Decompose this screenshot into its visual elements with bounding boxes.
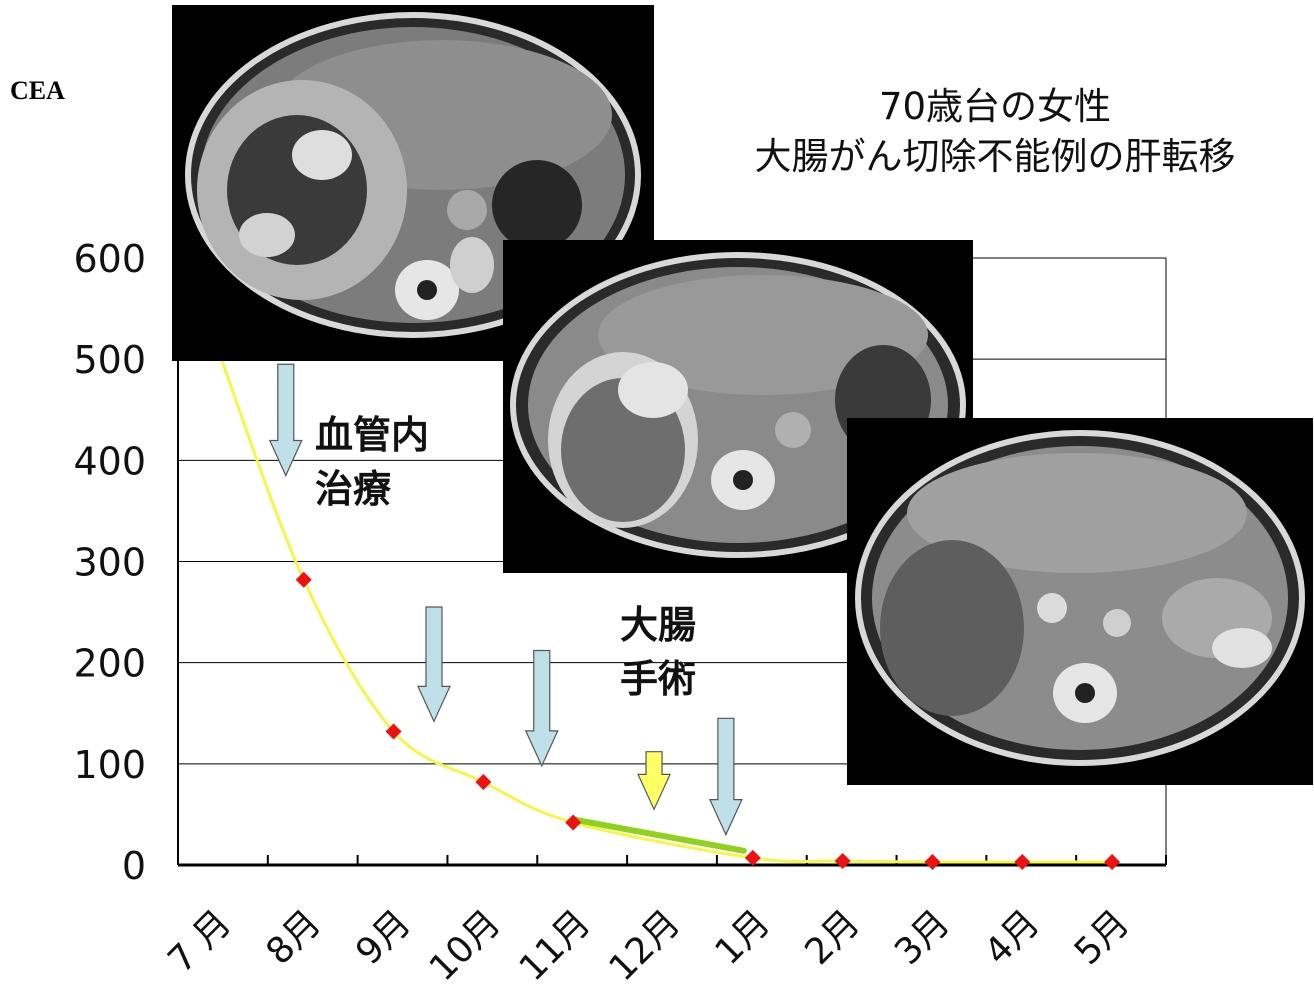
x-tick-label: 1月	[708, 902, 779, 973]
down-arrow	[708, 717, 743, 837]
data-point-marker	[924, 853, 941, 870]
data-point-marker	[295, 571, 312, 588]
x-tick-label: 12月	[602, 902, 689, 989]
ct-scan-middle	[503, 240, 973, 573]
annotation-surgery-line-1: 大腸	[620, 603, 697, 647]
down-arrow	[637, 751, 671, 811]
y-tick-label: 400	[73, 439, 146, 483]
highlight-segment	[570, 816, 747, 854]
y-tick-label: 100	[73, 743, 146, 787]
y-tick-label: 200	[73, 642, 146, 686]
annotation-vascular-line-1: 血管内	[315, 413, 430, 457]
x-tick-label: 2月	[797, 902, 868, 973]
data-point-marker	[834, 852, 851, 869]
data-point-marker	[1014, 853, 1031, 870]
y-axis-label: CEA	[10, 76, 65, 105]
chart-title-line-2: 大腸がん切除不能例の肝転移	[754, 135, 1236, 178]
data-point-marker	[1104, 853, 1121, 870]
down-arrow	[524, 649, 559, 768]
chart-title: 70歳台の女性 大腸がん切除不能例の肝転移	[690, 82, 1300, 182]
y-tick-label: 500	[73, 338, 146, 382]
data-point-marker	[385, 723, 402, 740]
x-tick-label: 3月	[887, 902, 958, 973]
x-tick-label: 8月	[258, 902, 329, 973]
data-point-marker	[475, 774, 492, 791]
x-tick-label: 4月	[977, 902, 1048, 973]
data-point-marker	[565, 814, 582, 831]
y-tick-label: 0	[122, 844, 146, 888]
y-tick-label: 600	[73, 237, 146, 281]
x-tick-label: 5月	[1067, 902, 1138, 973]
cea-series-line	[217, 350, 1113, 864]
data-point-marker	[744, 849, 761, 866]
down-arrow	[417, 606, 451, 723]
annotation-surgery-line-2: 手術	[620, 657, 697, 701]
x-tick-label: 10月	[422, 902, 509, 989]
annotation-colon-surgery: 大腸 手術	[620, 598, 696, 706]
down-arrow	[268, 363, 303, 477]
x-tick-label: 9月	[348, 902, 419, 973]
ct-scan-after	[847, 418, 1313, 785]
x-tick-label: 7 月	[161, 902, 240, 981]
x-tick-label: 11月	[512, 902, 599, 989]
y-tick-label: 300	[73, 541, 146, 585]
chart-title-line-1: 70歳台の女性	[878, 85, 1112, 128]
annotation-vascular-therapy: 血管内 治療	[315, 408, 429, 516]
annotation-vascular-line-2: 治療	[315, 467, 392, 511]
